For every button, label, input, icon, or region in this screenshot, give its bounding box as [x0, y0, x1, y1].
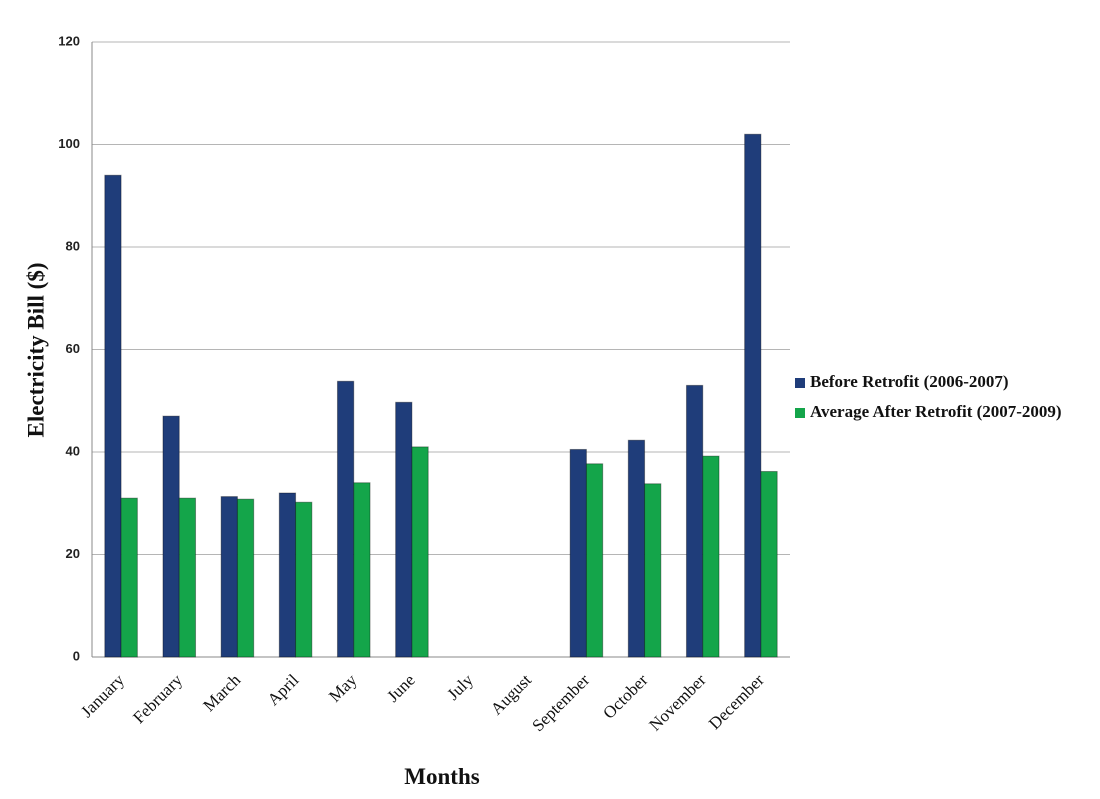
x-tick-label: December: [705, 670, 768, 733]
x-tick-label: May: [325, 670, 361, 706]
y-tick-label: 80: [66, 238, 80, 253]
bar: [178, 497, 197, 658]
y-tick-label: 120: [58, 33, 80, 48]
bar: [278, 492, 297, 658]
bar: [295, 501, 313, 658]
bar: [644, 483, 662, 658]
x-tick-label: July: [443, 670, 477, 704]
x-tick-label: August: [487, 670, 535, 718]
bar: [120, 497, 138, 658]
bar: [104, 174, 122, 658]
bar: [627, 439, 646, 658]
bar: [236, 498, 255, 658]
bar: [395, 401, 413, 658]
y-tick-label: 40: [66, 443, 80, 458]
x-tick-label: February: [129, 670, 186, 727]
legend-label: Before Retrofit (2006-2007): [810, 372, 1009, 391]
legend-swatch: [795, 378, 805, 388]
bar: [760, 470, 778, 658]
x-tick-label: September: [528, 670, 593, 735]
bar: [162, 415, 180, 658]
bar: [220, 496, 238, 658]
y-tick-label: 60: [66, 341, 80, 356]
x-tick-label: January: [77, 670, 128, 721]
y-axis-title: Electricity Bill ($): [23, 263, 48, 438]
bar: [744, 133, 762, 658]
x-tick-label: April: [264, 670, 303, 709]
bar: [569, 448, 587, 658]
bar: [336, 380, 355, 658]
x-axis-title: Months: [404, 764, 479, 789]
y-tick-label: 0: [73, 648, 80, 663]
y-tick-label: 100: [58, 136, 80, 151]
bar: [353, 482, 371, 658]
x-tick-label: November: [645, 670, 709, 734]
bar: [702, 455, 720, 658]
x-tick-label: March: [199, 670, 244, 715]
x-tick-label: October: [599, 670, 651, 722]
bar: [685, 384, 704, 658]
y-tick-label: 20: [66, 546, 80, 561]
x-tick-label: June: [383, 670, 418, 705]
legend-swatch: [795, 408, 805, 418]
bar: [585, 463, 604, 658]
bar: [411, 446, 429, 658]
legend-label: Average After Retrofit (2007-2009): [810, 402, 1062, 421]
